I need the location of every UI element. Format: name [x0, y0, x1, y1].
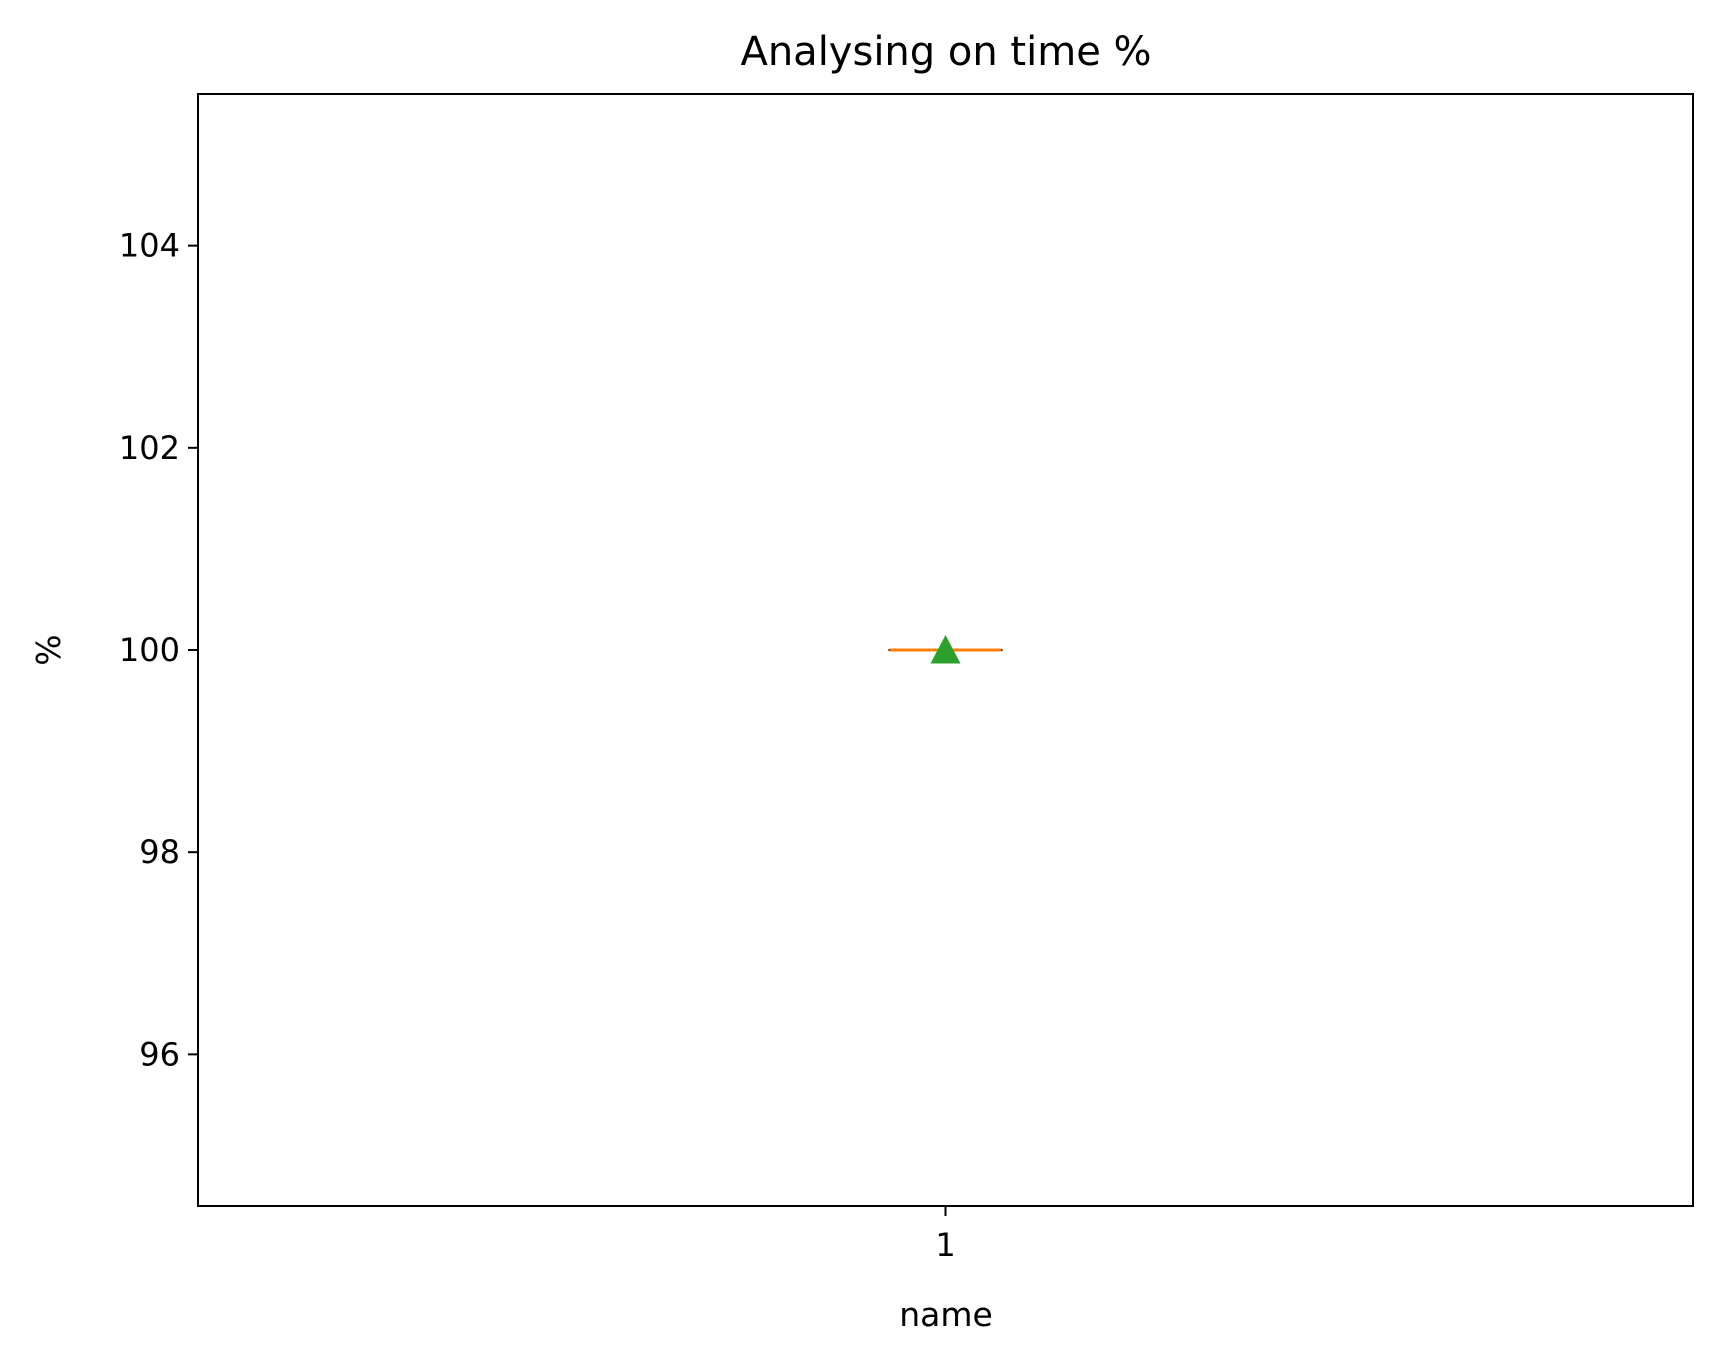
mean-marker: [930, 635, 961, 664]
y-axis-label: %: [29, 634, 68, 665]
y-tick-label: 100: [119, 631, 180, 669]
x-axis-label: name: [899, 1295, 993, 1334]
x-axis: 1: [935, 1206, 956, 1264]
y-tick-label: 104: [119, 227, 180, 265]
y-tick-label: 96: [139, 1035, 180, 1073]
chart-title: Analysing on time %: [740, 29, 1151, 75]
x-tick-label: 1: [935, 1226, 955, 1264]
y-axis: 96 98 100 102 104: [119, 227, 198, 1073]
box-series: [888, 635, 1003, 664]
y-tick-label: 98: [139, 833, 180, 871]
y-tick-label: 102: [119, 429, 180, 467]
